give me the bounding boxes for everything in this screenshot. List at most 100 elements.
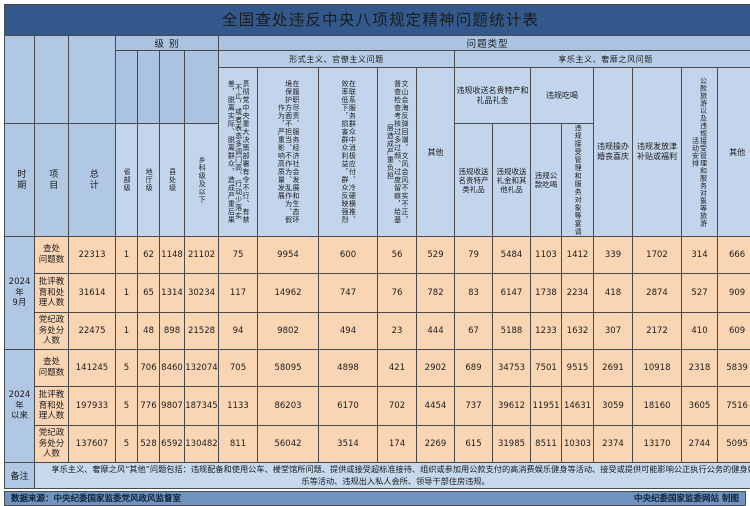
cell-formalism-3: 702 <box>378 387 417 426</box>
source-right: 中央纪委国家监委网站 制图 <box>634 492 739 504</box>
cell-level-sheng: 5 <box>116 350 138 387</box>
cell-gift-0: 689 <box>455 350 493 387</box>
cell-level-xiangke: 21102 <box>185 237 219 274</box>
header-gift-col-1: 违规收送礼金和其他礼品 <box>493 124 531 237</box>
cell-allowance: 13170 <box>633 426 682 463</box>
header-gift-group-text: 违规收送名贵特产和礼品礼金 <box>455 85 530 106</box>
cell-dining-1: 2234 <box>562 274 594 313</box>
row-label: 查处问题数 <box>35 350 69 387</box>
header-dining-col-0: 违规公款吃喝 <box>531 124 562 237</box>
cell-wedding: 418 <box>594 274 633 313</box>
header-project: 项目 <box>35 124 69 237</box>
cell-level-xiangke: 130482 <box>185 426 219 463</box>
cell-hedonism-other: 609 <box>718 313 750 350</box>
cell-wedding: 3059 <box>594 387 633 426</box>
page-title: 全国查处违反中央八项规定精神问题统计表 <box>5 5 750 36</box>
header-hedonism-group: 享乐主义、奢靡之风问题 <box>455 51 750 68</box>
cell-level-sheng: 1 <box>116 237 138 274</box>
cell-formalism-other: 444 <box>417 313 455 350</box>
cell-hedonism-other: 5839 <box>718 350 750 387</box>
cell-formalism-0: 94 <box>219 313 258 350</box>
cell-travel: 410 <box>682 313 718 350</box>
cell-formalism-2: 494 <box>319 313 378 350</box>
header-formalism-col-3-text: 文山会海反弹回潮，文风会风不实不正，督查检查考核过多过频、过度留痕，给基层造成严… <box>386 77 408 227</box>
header-formalism-col-2-text: 在联系服务群众中消极应付、冷硬横推、效率低下，损害群众利益，群众反映强烈 <box>341 77 356 227</box>
header-level-xiangke-text: 乡科级及以下 <box>198 156 205 204</box>
header-formalism-col-3: 文山会海反弹回潮，文风会风不实不正，督查检查考核过多过频、过度留痕，给基层造成严… <box>378 68 417 237</box>
cell-formalism-3: 56 <box>378 237 417 274</box>
cell-allowance: 18160 <box>633 387 682 426</box>
cell-allowance: 2874 <box>633 274 682 313</box>
cell-total: 141245 <box>69 350 116 387</box>
cell-dining-1: 10303 <box>562 426 594 463</box>
cell-level-xianchu: 1148 <box>160 237 185 274</box>
cell-dining-1: 1412 <box>562 237 594 274</box>
period-cell: 2024年以来 <box>5 350 35 463</box>
cell-gift-0: 83 <box>455 274 493 313</box>
source-left: 数据来源：中央纪委国家监委党风政风监督室 <box>11 492 181 504</box>
cell-formalism-1: 56042 <box>258 426 319 463</box>
header-formalism-group: 形式主义、官僚主义问题 <box>219 51 455 68</box>
cell-gift-1: 6147 <box>493 274 531 313</box>
cell-hedonism-other: 5095 <box>718 426 750 463</box>
cell-formalism-2: 600 <box>319 237 378 274</box>
cell-dining-0: 8511 <box>531 426 562 463</box>
cell-dining-0: 1233 <box>531 313 562 350</box>
cell-level-diting: 776 <box>138 387 160 426</box>
cell-travel: 314 <box>682 237 718 274</box>
header-blank-levels <box>116 51 138 124</box>
header-gift-col-1-text: 违规收送礼金和其他礼品 <box>493 166 530 195</box>
header-blank-levels4 <box>185 51 219 124</box>
cell-wedding: 2691 <box>594 350 633 387</box>
cell-level-diting: 65 <box>138 274 160 313</box>
cell-level-diting: 528 <box>138 426 160 463</box>
header-blank-project <box>35 36 69 124</box>
cell-total: 22475 <box>69 313 116 350</box>
header-level-xiangke: 乡科级及以下 <box>185 124 219 237</box>
header-total: 总计 <box>69 124 116 237</box>
cell-level-xianchu: 8460 <box>160 350 185 387</box>
header-blank-period <box>5 36 35 124</box>
cell-formalism-1: 9954 <box>258 237 319 274</box>
header-dining-col-1-text: 违规接受管理和服务对象等宴请 <box>574 124 581 236</box>
cell-level-diting: 48 <box>138 313 160 350</box>
header-period-text: 时期 <box>15 169 24 191</box>
cell-allowance: 10918 <box>633 350 682 387</box>
cell-level-sheng: 5 <box>116 387 138 426</box>
cell-dining-1: 1632 <box>562 313 594 350</box>
cell-gift-1: 34753 <box>493 350 531 387</box>
header-level-group: 级 别 <box>116 36 219 51</box>
cell-level-xiangke: 132074 <box>185 350 219 387</box>
cell-dining-0: 11951 <box>531 387 562 426</box>
cell-level-xianchu: 1314 <box>160 274 185 313</box>
cell-travel: 2318 <box>682 350 718 387</box>
cell-gift-0: 737 <box>455 387 493 426</box>
cell-formalism-other: 4454 <box>417 387 455 426</box>
header-hedonism-col-wedding: 违规操办婚丧喜庆 <box>594 68 633 237</box>
row-label: 党纪政务处分人数 <box>35 426 69 463</box>
header-blank-levels3 <box>160 51 185 124</box>
cell-formalism-0: 75 <box>219 237 258 274</box>
cell-total: 197933 <box>69 387 116 426</box>
header-gift-group: 违规收送名贵特产和礼品礼金 <box>455 68 531 124</box>
header-formalism-col-4-text: 其他 <box>428 148 444 157</box>
header-formalism-col-0-text: 贯彻党中央重大决策部署有令不行、有禁不止，或者表态多调门高、行动少落实差，脱离实… <box>227 77 249 227</box>
cell-dining-1: 9515 <box>562 350 594 387</box>
cell-formalism-2: 4898 <box>319 350 378 387</box>
header-band-groups: 形式主义、官僚主义问题 享乐主义、奢靡之风问题 <box>5 51 750 68</box>
header-hedonism-col-travel: 公款旅游以及违规接受管理和服务对象等旅游活动安排 <box>682 68 718 237</box>
header-hedonism-col-allowance-text: 违规发放津补贴或福利 <box>633 141 681 162</box>
header-formalism-col-2: 在联系服务群众中消极应付、冷硬横推、效率低下，损害群众利益，群众反映强烈 <box>319 68 378 237</box>
note-label: 备注 <box>5 463 35 489</box>
header-gift-col-0-text: 违规收送名贵特产类礼品 <box>455 166 492 195</box>
cell-dining-0: 7501 <box>531 350 562 387</box>
cell-formalism-3: 23 <box>378 313 417 350</box>
header-level-xianchu: 县处级 <box>160 124 185 237</box>
header-blank-total <box>69 36 116 124</box>
cell-formalism-2: 747 <box>319 274 378 313</box>
cell-formalism-0: 811 <box>219 426 258 463</box>
